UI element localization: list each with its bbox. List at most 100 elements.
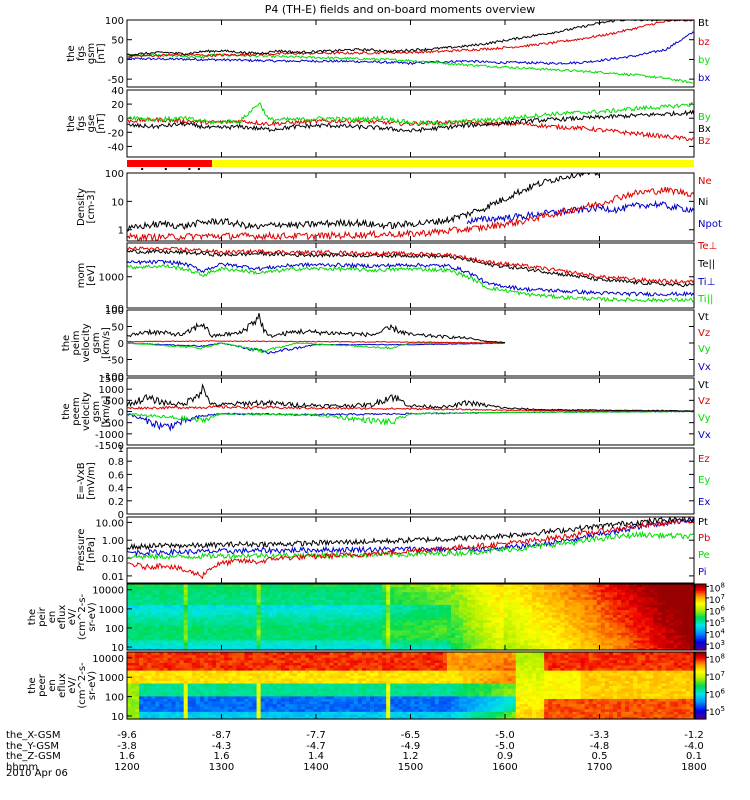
series-line-Te⊥: [127, 246, 694, 284]
spectrogram-cell: [689, 589, 695, 593]
spectrogram-cell: [572, 617, 578, 621]
spectrogram-cell: [523, 647, 529, 651]
spectrogram-cell: [167, 609, 173, 613]
spectrogram-cell: [653, 627, 659, 631]
spectrogram-cell: [240, 629, 246, 633]
spectrogram-cell: [637, 594, 642, 598]
spectrogram-cell: [576, 647, 582, 651]
spectrogram-cell: [617, 624, 622, 628]
spectrogram-cell: [608, 622, 614, 626]
spectrogram-cell: [313, 624, 318, 628]
spectrogram-cell: [199, 716, 205, 720]
spectrogram-cell: [280, 604, 286, 608]
spectrogram-cell: [163, 619, 169, 623]
spectrogram-cell: [183, 652, 189, 656]
spectrogram-cell: [483, 609, 489, 613]
spectrogram-cell: [556, 632, 561, 636]
spectrogram-cell: [426, 606, 432, 610]
spectrogram-cell: [216, 659, 221, 663]
spectrogram-cell: [584, 634, 590, 638]
spectrogram-cell: [592, 594, 598, 598]
spectrogram-cell: [155, 589, 160, 593]
spectrogram-cell: [515, 627, 521, 631]
spectrogram-cell: [649, 609, 655, 613]
spectrogram-cell: [402, 639, 408, 643]
spectrogram-cell: [511, 627, 517, 631]
spectrogram-cell: [475, 629, 480, 633]
spectrogram-cell: [463, 634, 468, 638]
spectrogram-cell: [592, 619, 598, 623]
spectrogram-cell: [418, 601, 424, 605]
spectrogram-cell: [519, 627, 525, 631]
spectrogram-cell: [317, 611, 322, 616]
spectrogram-cell: [232, 675, 237, 679]
spectrogram-cell: [208, 682, 213, 687]
spectrogram-cell: [532, 591, 537, 595]
spectrogram-cell: [228, 672, 233, 676]
spectrogram-cell: [143, 662, 148, 666]
spectrogram-cell: [370, 622, 375, 626]
spectrogram-cell: [552, 606, 557, 610]
spectrogram-cell: [451, 622, 456, 626]
spectrogram-cell: [216, 695, 221, 699]
spectrogram-cell: [463, 629, 468, 633]
spectrogram-cell: [455, 622, 460, 626]
spectrogram-cell: [613, 596, 618, 600]
spectrogram-cell: [370, 617, 375, 621]
spectrogram-cell: [592, 586, 598, 590]
spectrogram-cell: [280, 632, 286, 636]
spectrogram-cell: [212, 664, 217, 669]
spectrogram-cell: [143, 591, 148, 595]
spectrogram-cell: [495, 622, 501, 626]
spectrogram-cell: [495, 604, 501, 608]
spectrogram-cell: [657, 601, 663, 605]
spectrogram-cell: [159, 693, 165, 697]
spectrogram-cell: [171, 619, 177, 623]
spectrogram-cell: [548, 634, 553, 638]
spectrogram-cell: [568, 614, 574, 618]
spectrogram-cell: [540, 634, 545, 638]
spectrogram-cell: [179, 644, 185, 649]
spectrogram-cell: [127, 711, 132, 715]
spectrogram-cell: [321, 624, 327, 628]
series-line-By: [127, 101, 694, 127]
spectrogram-cell: [147, 632, 152, 636]
spectrogram-cell: [390, 629, 395, 633]
series-group: [127, 517, 694, 580]
spectrogram-cell: [135, 690, 140, 694]
spectrogram-cell: [426, 589, 432, 593]
spectrogram-cell: [248, 594, 254, 598]
spectrogram-cell: [167, 716, 173, 720]
spectrogram-cell: [171, 685, 177, 689]
spectrogram-cell: [224, 682, 229, 687]
spectrogram-cell: [661, 622, 667, 626]
spectrogram-cell: [199, 670, 205, 674]
spectrogram-cell: [471, 594, 476, 598]
spectrogram-cell: [685, 586, 691, 590]
spectrogram-cell: [276, 713, 282, 718]
spectrogram-cell: [426, 617, 432, 621]
spectrogram-cell: [163, 708, 169, 712]
spectrogram-cell: [629, 614, 634, 618]
legend-Vx: Vx: [698, 362, 711, 373]
spectrogram-cell: [487, 624, 493, 628]
spectrogram-cell: [560, 596, 565, 600]
spectrogram-cell: [151, 664, 156, 669]
spectrogram-cell: [175, 647, 181, 651]
spectrogram-cell: [236, 685, 241, 689]
spectrogram-cell: [382, 594, 387, 598]
spectrogram-cell: [199, 652, 205, 656]
spectrogram-cell: [127, 589, 132, 593]
spectrogram-cell: [228, 601, 233, 605]
spectrogram-cell: [430, 619, 436, 623]
spectrogram-cell: [127, 611, 132, 616]
spectrogram-cell: [224, 688, 229, 692]
spectrogram-cell: [163, 680, 169, 684]
spectrogram-cell: [645, 647, 651, 651]
spectrogram-cell: [430, 639, 436, 643]
spectrogram-cell: [151, 624, 156, 628]
spectrogram-cell: [467, 627, 472, 631]
spectrogram-cell: [252, 670, 258, 674]
spectrogram-cell: [240, 637, 246, 641]
spectrogram-cell: [135, 614, 140, 618]
